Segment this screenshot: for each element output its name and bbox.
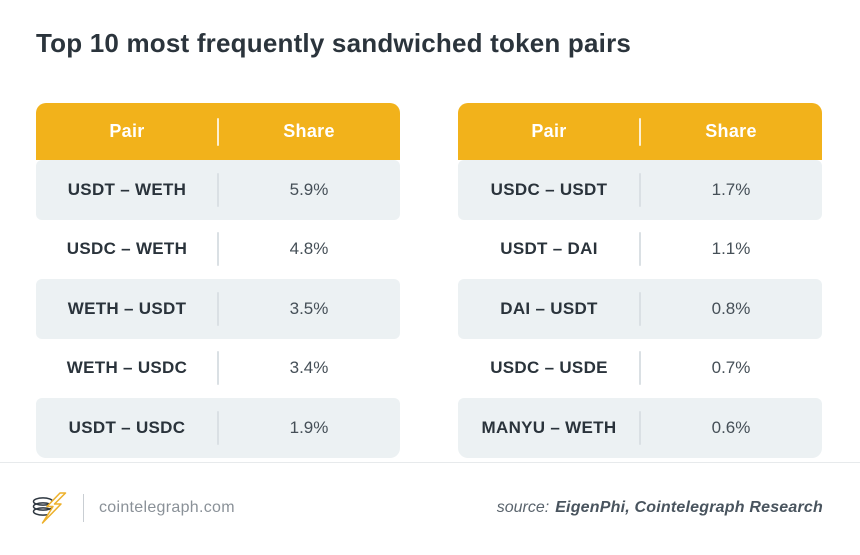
table-row: USDC – USDT 1.7% <box>458 160 822 220</box>
footer-divider <box>0 462 860 463</box>
token-pair-tables: Pair Share USDT – WETH 5.9% USDC – WETH 4.8… <box>36 103 822 458</box>
table-row: USDT – WETH 5.9% <box>36 160 400 220</box>
table-row: USDC – USDE 0.7% <box>458 338 822 398</box>
site-link[interactable]: cointelegraph.com <box>99 499 235 516</box>
pair-cell: WETH – USDC <box>36 358 218 378</box>
pair-table-right: Pair Share USDC – USDT 1.7% USDT – DAI 1.1%… <box>458 103 822 458</box>
pair-cell: USDT – USDC <box>36 418 218 438</box>
share-cell: 3.4% <box>289 358 329 378</box>
share-cell: 0.7% <box>711 358 751 378</box>
pair-cell: USDC – USDT <box>458 180 640 200</box>
pair-cell: DAI – USDT <box>458 299 640 319</box>
table-header: Pair Share <box>458 103 822 160</box>
pair-table-left: Pair Share USDT – WETH 5.9% USDC – WETH 4.8… <box>36 103 400 458</box>
column-header-share: Share <box>283 121 335 141</box>
brand-block: cointelegraph.com <box>30 491 235 525</box>
table-body: USDC – USDT 1.7% USDT – DAI 1.1% DAI – USDT 0… <box>458 160 822 458</box>
source-value: EigenPhi, Cointelegraph Research <box>555 499 823 516</box>
pair-cell: USDT – WETH <box>36 180 218 200</box>
share-cell: 1.1% <box>711 239 751 259</box>
table-header: Pair Share <box>36 103 400 160</box>
share-cell: 1.7% <box>711 179 751 199</box>
column-header-pair: Pair <box>458 121 640 142</box>
pair-cell: USDC – WETH <box>36 239 218 259</box>
table-row: MANYU – WETH 0.6% <box>458 398 822 458</box>
table-row: DAI – USDT 0.8% <box>458 279 822 339</box>
pair-cell: USDC – USDE <box>458 358 640 378</box>
share-cell: 4.8% <box>289 239 329 259</box>
table-row: USDC – WETH 4.8% <box>36 219 400 279</box>
share-cell: 0.8% <box>711 298 751 318</box>
cointelegraph-coin-lightning-logo-icon <box>32 492 67 524</box>
source-label: source: <box>496 499 550 516</box>
page-footer: cointelegraph.com source: EigenPhi, Coint… <box>30 488 823 528</box>
share-cell: 1.9% <box>289 417 329 437</box>
share-cell: 3.5% <box>289 298 329 318</box>
pair-cell: WETH – USDT <box>36 299 218 319</box>
pair-cell: USDT – DAI <box>458 239 640 259</box>
vertical-divider <box>83 494 84 522</box>
table-row: WETH – USDT 3.5% <box>36 279 400 339</box>
table-row: USDT – USDC 1.9% <box>36 398 400 458</box>
table-body: USDT – WETH 5.9% USDC – WETH 4.8% WETH – USD… <box>36 160 400 458</box>
page-title: Top 10 most frequently sandwiched token … <box>36 28 632 58</box>
share-cell: 0.6% <box>711 417 751 437</box>
pair-cell: MANYU – WETH <box>458 418 640 438</box>
share-cell: 5.9% <box>289 179 329 199</box>
source-credit: source: EigenPhi, Cointelegraph Research <box>497 499 823 517</box>
table-row: WETH – USDC 3.4% <box>36 338 400 398</box>
column-header-share: Share <box>705 121 757 141</box>
column-header-pair: Pair <box>36 121 218 142</box>
table-row: USDT – DAI 1.1% <box>458 219 822 279</box>
